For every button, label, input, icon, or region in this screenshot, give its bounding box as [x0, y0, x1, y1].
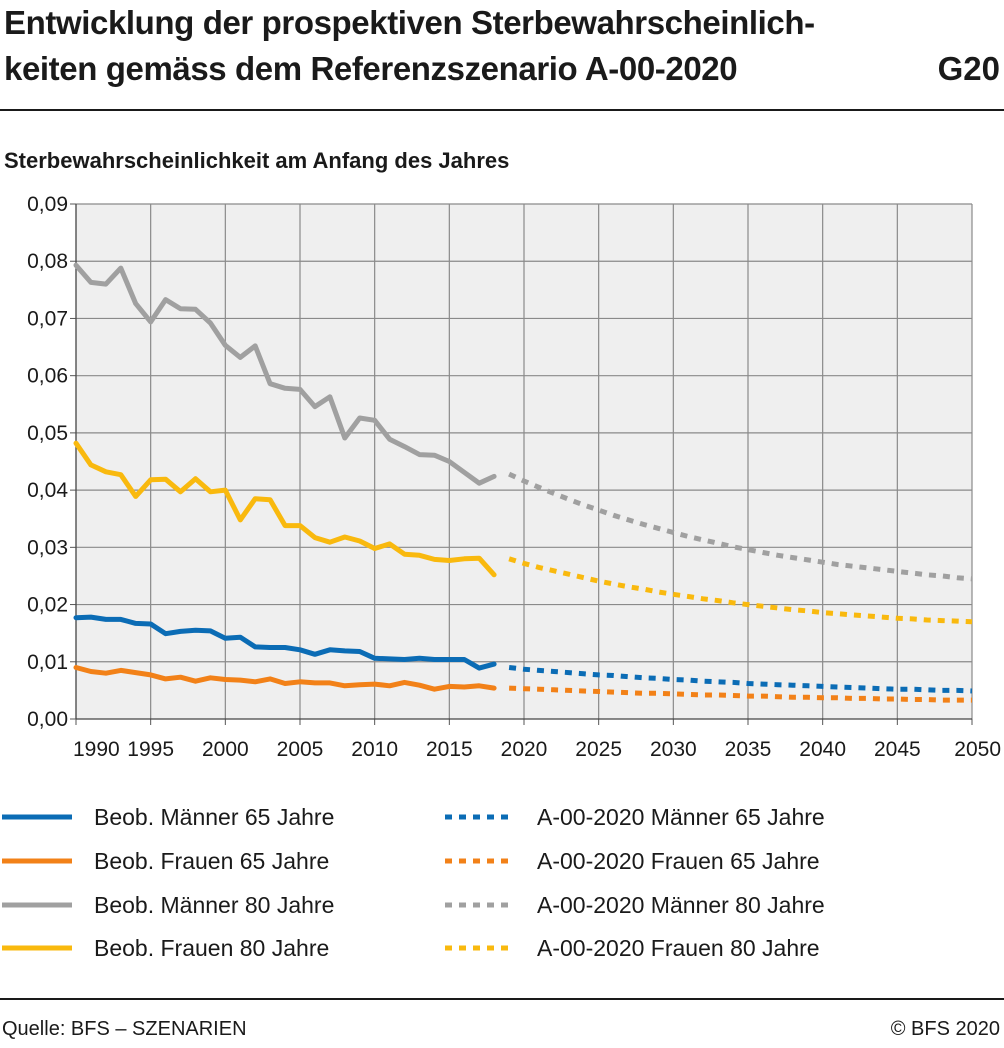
y-tick-label: 0,04	[27, 479, 68, 502]
legend-label-4: Beob. Frauen 80 Jahre	[94, 935, 329, 961]
x-tick-label: 2020	[501, 738, 548, 761]
legend-label-6: A-00-2020 Frauen 65 Jahre	[537, 848, 820, 874]
title-divider	[0, 109, 1004, 111]
x-tick-label: 1990	[73, 738, 120, 761]
series-line-4	[73, 440, 497, 578]
y-tick-label: 0,05	[27, 422, 68, 445]
x-tick-label: 2045	[874, 738, 921, 761]
chart-title: Entwicklung der prospektiven Sterbewahrs…	[4, 0, 1000, 92]
x-tick-label: 2030	[650, 738, 697, 761]
legend-label-7: A-00-2020 Männer 80 Jahre	[537, 892, 825, 918]
source-note: Quelle: BFS – SZENARIEN	[2, 1018, 247, 1040]
x-tick-label: 2005	[277, 738, 324, 761]
series-line-2	[73, 665, 497, 692]
series-line-7	[508, 471, 973, 582]
y-tick-label: 0,09	[27, 193, 68, 216]
series-line-1	[73, 614, 497, 671]
x-tick-label: 2040	[799, 738, 846, 761]
x-tick-label: 2015	[426, 738, 473, 761]
x-tick-label: 2010	[351, 738, 398, 761]
x-tick-label: 2035	[725, 738, 772, 761]
legend-label-2: Beob. Frauen 65 Jahre	[94, 848, 329, 874]
legend-label-5: A-00-2020 Männer 65 Jahre	[537, 804, 825, 830]
legend-label-1: Beob. Männer 65 Jahre	[94, 804, 334, 830]
x-tick-label: 2025	[575, 738, 622, 761]
line-chart: 0,00 0,01 0,02 0,03 0,04 0,05 0,06 0,07 0,08 0,09…	[2, 193, 1001, 961]
series-line-3	[73, 262, 497, 486]
legend-label-8: A-00-2020 Frauen 80 Jahre	[537, 935, 820, 961]
y-tick-label: 0,00	[27, 708, 68, 731]
copyright-note: © BFS 2020	[890, 1018, 1000, 1040]
y-tick-label: 0,06	[27, 365, 68, 388]
x-tick-label: 2050	[954, 738, 1001, 761]
y-tick-label: 0,02	[27, 594, 68, 617]
x-tick-label: 1995	[127, 738, 174, 761]
figure-code: G20	[937, 50, 1000, 87]
y-tick-label: 0,03	[27, 536, 68, 559]
y-tick-label: 0,07	[27, 307, 68, 330]
footer-divider	[0, 998, 1004, 1000]
chart-title-line-1: Entwicklung der prospektiven Sterbewahrs…	[4, 4, 815, 41]
x-tick-label: 2000	[202, 738, 249, 761]
chart-title-line-2: keiten gemäss dem Referenzszenario A-00-…	[4, 50, 738, 87]
legend-label-3: Beob. Männer 80 Jahre	[94, 892, 334, 918]
y-tick-label: 0,01	[27, 651, 68, 674]
y-tick-label: 0,08	[27, 250, 68, 273]
y-axis-title: Sterbewahrscheinlichkeit am Anfang des J…	[4, 148, 510, 173]
